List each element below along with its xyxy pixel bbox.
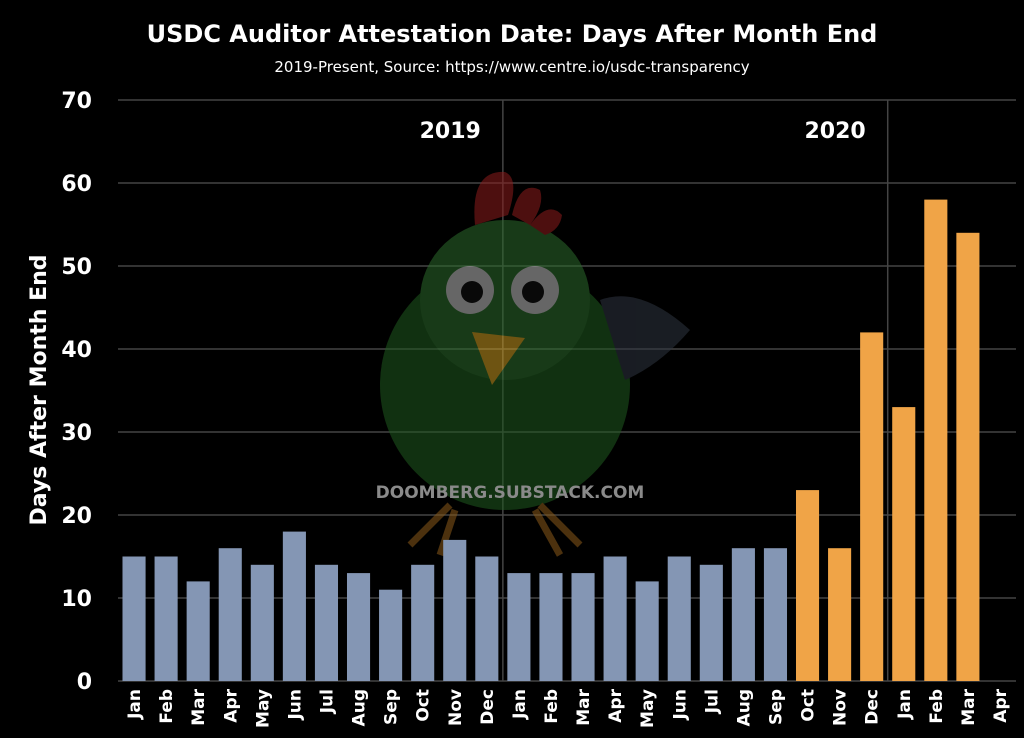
x-tick-label: Jan: [895, 689, 915, 720]
bar: [475, 556, 499, 681]
bar: [571, 573, 595, 681]
x-tick-label: Apr: [606, 688, 626, 722]
x-tick-label: Dec: [863, 689, 883, 725]
x-tick-label: Aug: [350, 689, 370, 726]
x-tick-label: Oct: [414, 689, 434, 722]
x-tick-label: Oct: [799, 689, 819, 722]
chart-subtitle: 2019-Present, Source: https://www.centre…: [274, 58, 750, 76]
bar: [379, 589, 403, 681]
x-tick-label: Nov: [831, 689, 851, 726]
x-tick-label: May: [638, 689, 658, 728]
x-tick-label: Jul: [702, 689, 722, 714]
bar: [828, 548, 852, 681]
x-tick-label: Jul: [317, 689, 337, 714]
y-tick-label: 70: [61, 89, 92, 114]
year-markers: 2019 2020: [420, 119, 866, 144]
bar: [250, 564, 274, 681]
y-tick-label: 0: [77, 670, 92, 695]
x-tick-label: Feb: [157, 689, 177, 724]
bar: [154, 556, 178, 681]
x-tick-label: Mar: [959, 688, 979, 725]
bar: [443, 539, 467, 681]
x-tick-label: Jun: [670, 689, 690, 721]
x-tick-label: Jan: [125, 689, 145, 720]
y-tick-label: 60: [61, 172, 92, 197]
bar: [795, 490, 820, 681]
bars: [122, 199, 980, 682]
x-axis-ticks: Jan Feb Mar Apr May Jun Jul Aug Sep Oct Nov Dec Jan F…: [125, 688, 1011, 728]
bar: [860, 332, 884, 681]
bar: [924, 199, 948, 681]
x-tick-label: Apr: [221, 688, 241, 722]
bar: [699, 564, 723, 681]
bar: [186, 581, 210, 681]
bar: [635, 581, 659, 681]
bar: [731, 548, 755, 681]
rooster-watermark: [380, 171, 690, 557]
x-tick-label: Jun: [285, 689, 305, 721]
bar: [667, 556, 691, 681]
watermark-text: DOOMBERG.SUBSTACK.COM: [376, 483, 645, 503]
year-label: 2020: [804, 119, 865, 144]
x-tick-label: Aug: [734, 689, 754, 726]
bar: [956, 232, 980, 682]
x-tick-label: Feb: [542, 689, 562, 724]
x-tick-label: Nov: [446, 689, 466, 726]
y-tick-label: 10: [61, 587, 92, 612]
bar: [346, 573, 371, 681]
bar: [507, 573, 531, 681]
x-tick-label: Feb: [927, 689, 947, 724]
x-tick-label: Sep: [382, 689, 402, 725]
bar: [314, 564, 339, 681]
x-tick-label: Jan: [510, 689, 530, 720]
x-tick-label: Mar: [574, 688, 594, 725]
y-tick-label: 20: [61, 504, 92, 529]
y-axis-ticks: 0 10 20 30 40 50 60 70: [61, 89, 92, 695]
y-tick-label: 30: [61, 421, 92, 446]
bar: [539, 573, 563, 681]
bar: [411, 564, 435, 681]
bar: [892, 407, 916, 681]
y-tick-label: 50: [61, 255, 92, 280]
x-tick-label: May: [253, 689, 273, 728]
year-label: 2019: [420, 119, 481, 144]
x-tick-label: Sep: [766, 689, 786, 725]
bar: [763, 548, 788, 681]
x-tick-label: Mar: [189, 688, 209, 725]
bar: [603, 556, 627, 681]
y-tick-label: 40: [61, 338, 92, 363]
bar: [282, 531, 306, 681]
x-tick-label: Apr: [991, 688, 1011, 722]
bar: [218, 548, 242, 681]
bar: [122, 556, 146, 681]
y-axis-label: Days After Month End: [27, 254, 52, 525]
chart-title: USDC Auditor Attestation Date: Days Afte…: [146, 20, 878, 48]
x-tick-label: Dec: [478, 689, 498, 725]
